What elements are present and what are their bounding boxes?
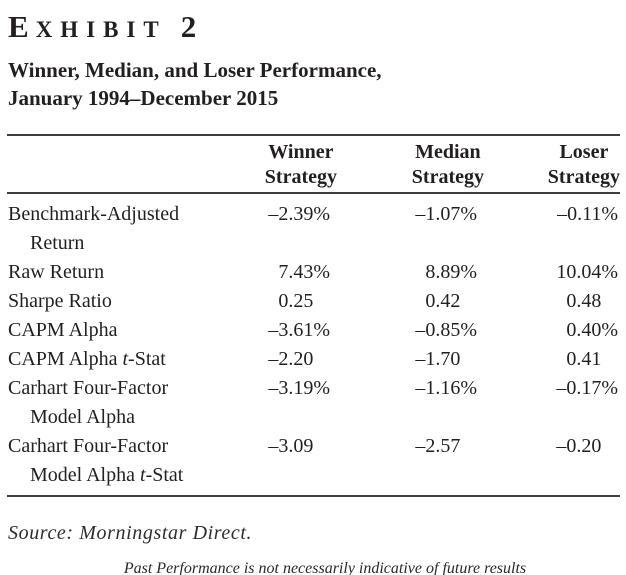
cell-loser: 10.04% <box>556 261 618 283</box>
cell-median: –0.85% <box>415 319 477 341</box>
cell-loser: –0.11% <box>557 203 618 225</box>
row-label: Carhart Four-Factor Model Alpha <box>7 374 235 432</box>
exhibit-title: Winner, Median, and Loser Performance, J… <box>0 48 626 112</box>
row-label-line: Model Alpha t-Stat <box>30 464 184 486</box>
table-row-benchmark-adjusted-return: Benchmark-Adjusted Return –2.39% –1.07% … <box>7 193 620 258</box>
column-header-metric <box>7 135 235 194</box>
performance-table: Winner Strategy Median Strategy Loser Strat… <box>7 134 620 497</box>
cell-median: –1.16% <box>415 377 477 399</box>
column-header-line: Strategy <box>547 166 620 188</box>
row-label-line: Raw Return <box>8 261 105 283</box>
row-label-line: CAPM Alpha t-Stat <box>8 348 166 370</box>
row-label: Sharpe Ratio <box>7 287 235 316</box>
cell-winner: –3.61% <box>268 319 330 341</box>
exhibit-title-line2: January 1994–December 2015 <box>8 86 279 110</box>
cell-loser: –0.17% <box>556 377 618 399</box>
row-label-line: Model Alpha <box>30 406 135 428</box>
cell-loser: 0.48% <box>566 290 602 312</box>
row-label-line: CAPM Alpha <box>8 319 118 341</box>
disclaimer-text: Past Performance is not necessarily indi… <box>123 560 527 575</box>
column-header-line: Median <box>415 141 481 163</box>
exhibit-title-line1: Winner, Median, and Loser Performance, <box>8 58 382 82</box>
cell-median: –1.07% <box>415 203 477 225</box>
column-header-median: Median Strategy <box>337 135 484 194</box>
cell-winner: –3.09% <box>268 435 314 457</box>
cell-loser: 0.40% <box>566 319 618 341</box>
cell-loser: –0.20% <box>556 435 602 457</box>
table-row-sharpe-ratio: Sharpe Ratio 0.25% 0.42% 0.48% <box>7 287 620 316</box>
row-label-line: Sharpe Ratio <box>8 290 112 312</box>
table-header-row: Winner Strategy Median Strategy Loser Strat… <box>7 135 620 194</box>
cell-median: 0.42% <box>425 290 461 312</box>
column-header-loser: Loser Strategy <box>484 135 620 194</box>
row-label: CAPM Alpha <box>7 316 235 345</box>
table-row-capm-alpha: CAPM Alpha –3.61% –0.85% 0.40% <box>7 316 620 345</box>
row-label-line: Benchmark-Adjusted <box>8 203 180 225</box>
cell-winner: –2.20% <box>268 348 314 370</box>
table-row-raw-return: Raw Return 7.43% 8.89% 10.04% <box>7 258 620 287</box>
cell-winner: 0.25% <box>278 290 314 312</box>
column-header-line: Strategy <box>264 166 337 188</box>
row-label: Benchmark-Adjusted Return <box>7 193 235 258</box>
row-label-line: Return <box>30 232 85 254</box>
column-header-winner: Winner Strategy <box>235 135 337 194</box>
table-row-carhart-alpha-tstat: Carhart Four-Factor Model Alpha t-Stat –… <box>7 432 620 496</box>
cell-median: –2.57% <box>415 435 461 457</box>
column-header-line: Loser <box>559 141 609 163</box>
cell-median: –1.70% <box>415 348 461 370</box>
row-label: CAPM Alpha t-Stat <box>7 345 235 374</box>
column-header-line: Winner <box>268 141 334 163</box>
table-row-carhart-alpha: Carhart Four-Factor Model Alpha –3.19% –… <box>7 374 620 432</box>
exhibit-label-initial: E <box>8 9 36 44</box>
cell-winner: –3.19% <box>268 377 330 399</box>
exhibit-number: 2 <box>180 9 197 44</box>
cell-winner: 7.43% <box>278 261 330 283</box>
row-label-line: Carhart Four-Factor <box>8 377 169 399</box>
cell-winner: –2.39% <box>268 203 330 225</box>
source-note: Source: Morningstar Direct. <box>8 522 253 544</box>
exhibit-label-rest: XHIBIT <box>35 17 167 42</box>
row-label: Raw Return <box>7 258 235 287</box>
exhibit-label: EXHIBIT 2 <box>0 0 626 48</box>
cell-median: 8.89% <box>425 261 477 283</box>
row-label-line: Carhart Four-Factor <box>8 435 169 457</box>
table-row-capm-alpha-tstat: CAPM Alpha t-Stat –2.20% –1.70% 0.41% <box>7 345 620 374</box>
cell-loser: 0.41% <box>566 348 602 370</box>
column-header-line: Strategy <box>411 166 484 188</box>
row-label: Carhart Four-Factor Model Alpha t-Stat <box>7 432 235 496</box>
